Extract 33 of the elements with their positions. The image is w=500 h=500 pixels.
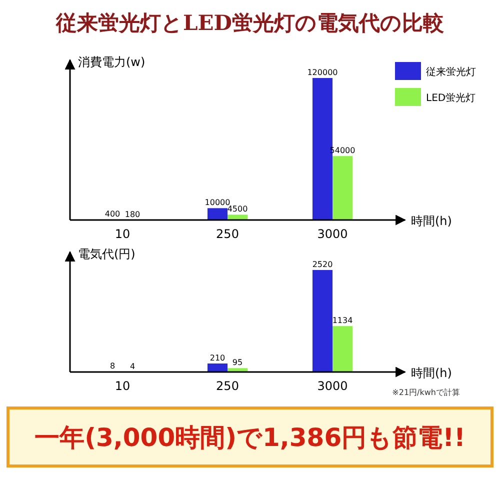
x-tick-label: 10 bbox=[114, 379, 130, 393]
x-tick-label: 10 bbox=[114, 227, 130, 241]
data-label: 4 bbox=[130, 362, 136, 371]
x-tick-label: 250 bbox=[216, 379, 239, 393]
data-label: 4500 bbox=[227, 204, 248, 214]
x-tick-label: 3000 bbox=[317, 379, 348, 393]
x-tick-label: 250 bbox=[216, 227, 239, 241]
data-label: 1134 bbox=[332, 316, 353, 326]
text: 一年(3,000時間)で1,386円も節電!! bbox=[34, 423, 466, 452]
y-axis-title: 電気代(円) bbox=[78, 247, 136, 261]
x-axis-title: 時間(h) bbox=[411, 214, 452, 228]
x-tick-label: 3000 bbox=[317, 227, 348, 241]
legend-label: LED蛍光灯 bbox=[426, 92, 476, 104]
data-label: 95 bbox=[232, 358, 243, 368]
bar bbox=[312, 270, 332, 372]
text: ※21円/kwhで計算 bbox=[392, 388, 460, 397]
bar bbox=[228, 368, 248, 372]
y-axis-title: 消費電力(w) bbox=[78, 55, 146, 69]
data-label: 10000 bbox=[204, 198, 230, 208]
data-label: 8 bbox=[110, 362, 116, 371]
bar bbox=[228, 214, 248, 220]
data-label: 2520 bbox=[312, 260, 333, 269]
bar bbox=[208, 364, 228, 372]
bar bbox=[332, 156, 352, 220]
data-label: 120000 bbox=[307, 68, 338, 77]
x-axis-title: 時間(h) bbox=[411, 366, 452, 380]
data-label: 400 bbox=[104, 210, 120, 219]
bar bbox=[208, 208, 228, 220]
data-label: 210 bbox=[210, 354, 226, 362]
legend-label: 従来蛍光灯 bbox=[426, 66, 476, 78]
chart-title: 従来蛍光灯とLED蛍光灯の電気代の比較 bbox=[55, 10, 445, 35]
data-label: 180 bbox=[124, 210, 140, 219]
bar bbox=[332, 326, 352, 372]
